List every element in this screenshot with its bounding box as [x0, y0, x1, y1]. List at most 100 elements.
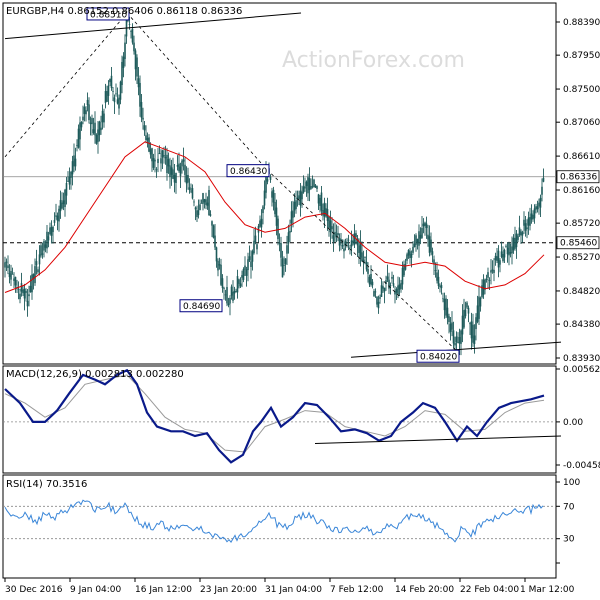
rsi-panel-header: RSI(14) 70.3516 [6, 479, 87, 490]
candle-body [35, 261, 38, 266]
candle-body [49, 227, 51, 235]
candle-body [503, 249, 506, 258]
candle-body [101, 110, 104, 123]
candle-body [224, 294, 227, 296]
candle-body [169, 165, 171, 178]
candle-body [460, 330, 462, 344]
price-tick-label: 0.84820 [563, 287, 600, 297]
candle-body [43, 241, 45, 251]
candle-body [38, 254, 41, 265]
candle-body [118, 97, 120, 109]
candle-body [211, 221, 213, 226]
candle-body [172, 169, 174, 179]
candle-body [266, 178, 269, 182]
candle-body [106, 91, 108, 102]
candle-body [64, 189, 66, 207]
candle-body [65, 183, 68, 196]
candle-body [245, 269, 248, 276]
candle-body [80, 122, 83, 128]
level-label: 0.88510 [90, 10, 127, 20]
candle-body [200, 202, 203, 204]
time-tick-label: 1 Mar 12:00 [520, 585, 575, 595]
candle-body [470, 321, 473, 339]
candle-body [278, 242, 281, 244]
candle-body [431, 251, 434, 255]
candle-body [238, 279, 240, 284]
price-level-labels: 0.88510 0.86430 0.84690 0.84020 [86, 7, 460, 363]
candle-body [11, 273, 14, 275]
candle-body [68, 176, 71, 185]
candle-body [37, 269, 39, 273]
candle-body [154, 159, 156, 162]
candle-body [8, 273, 11, 278]
candle-body [512, 237, 515, 251]
candle-body [236, 276, 239, 293]
candle-body [353, 233, 356, 245]
rsi-line [4, 499, 544, 543]
candle-body [178, 163, 180, 172]
candle-body [26, 300, 29, 307]
candle-body [428, 236, 431, 253]
candle-body [182, 159, 185, 162]
macd-signal-line [4, 374, 545, 453]
candle-body [385, 280, 387, 285]
price-panel-header: EURGBP,H4 0.86152 0.86406 0.86118 0.8633… [6, 6, 242, 17]
candle-body [394, 290, 396, 295]
candle-body [427, 234, 429, 240]
candle-body [437, 276, 440, 287]
candle-body [283, 265, 285, 266]
candle-body [484, 279, 486, 290]
candle-body [329, 220, 332, 233]
candle-body [509, 252, 512, 254]
candle-body [316, 186, 318, 189]
candle-body [457, 342, 459, 343]
candle-body [424, 222, 426, 226]
candle-body [104, 91, 107, 103]
candle-body [379, 297, 381, 299]
candle-body [241, 275, 243, 278]
rsi-tick-label: 30 [563, 535, 575, 545]
candle-body [25, 291, 27, 293]
wave-dashed-line [266, 169, 458, 352]
candle-body [302, 186, 305, 193]
candle-body [52, 226, 54, 233]
candle-body [277, 218, 279, 240]
candle-body [203, 199, 206, 203]
candle-body [397, 285, 399, 295]
candle-body [449, 323, 452, 332]
candle-body [526, 227, 528, 230]
candle-body [286, 245, 288, 254]
candle-body [364, 257, 366, 258]
candle-body [230, 286, 233, 296]
candle-body [208, 190, 210, 216]
candle-body [304, 186, 306, 189]
candle-body [206, 202, 209, 206]
candle-body [419, 234, 422, 239]
candle-body [59, 200, 62, 212]
candle-body [361, 252, 363, 262]
candle-body [107, 85, 110, 96]
candle-body [403, 264, 405, 276]
level-label-box [416, 349, 460, 363]
candle-body [166, 154, 168, 174]
candle-body [85, 110, 87, 115]
wave-dashed-line [4, 12, 128, 158]
candle-body [386, 276, 389, 280]
candle-body [359, 241, 362, 258]
candle-body [409, 251, 411, 259]
level-label: 0.84020 [420, 353, 457, 363]
price-panel-frame [2, 2, 557, 365]
candle-body [128, 24, 131, 25]
candle-body [463, 310, 465, 328]
candle-body [31, 274, 33, 293]
candle-body [265, 172, 267, 193]
candle-body [89, 122, 92, 125]
candle-body [496, 256, 498, 261]
candle-body [401, 267, 404, 285]
candle-body [53, 219, 56, 223]
macd-trendline [314, 435, 562, 445]
rsi-tick-label: 100 [563, 478, 580, 488]
candle-body [131, 28, 134, 43]
candle-body [227, 303, 230, 306]
